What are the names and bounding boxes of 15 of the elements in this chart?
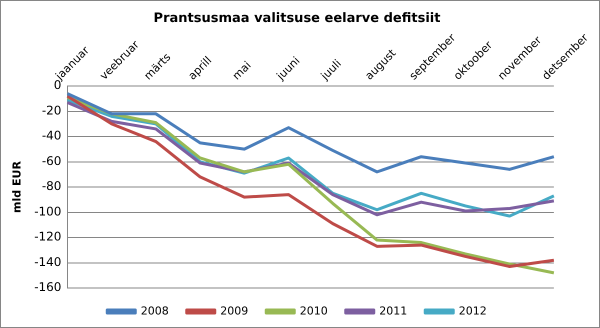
y-tick-label: -120 xyxy=(34,230,62,244)
legend-label: 2010 xyxy=(300,304,328,318)
y-tick-label: -140 xyxy=(34,254,62,269)
y-axis-title: mld EUR xyxy=(10,160,24,213)
y-tick-label: -60 xyxy=(42,154,62,168)
legend-label: 2009 xyxy=(220,304,248,318)
legend-label: 2012 xyxy=(458,304,487,318)
y-tick-label: -80 xyxy=(42,179,62,194)
chart-title: Prantsusmaa valitsuse eelarve defitsiit xyxy=(154,11,440,26)
legend-label: 2008 xyxy=(140,304,169,318)
y-tick-label: -100 xyxy=(34,204,62,218)
y-tick-label: -160 xyxy=(34,280,62,294)
y-tick-label: -20 xyxy=(42,103,62,118)
y-tick-label: -40 xyxy=(42,128,62,143)
legend-label: 2011 xyxy=(379,304,408,318)
